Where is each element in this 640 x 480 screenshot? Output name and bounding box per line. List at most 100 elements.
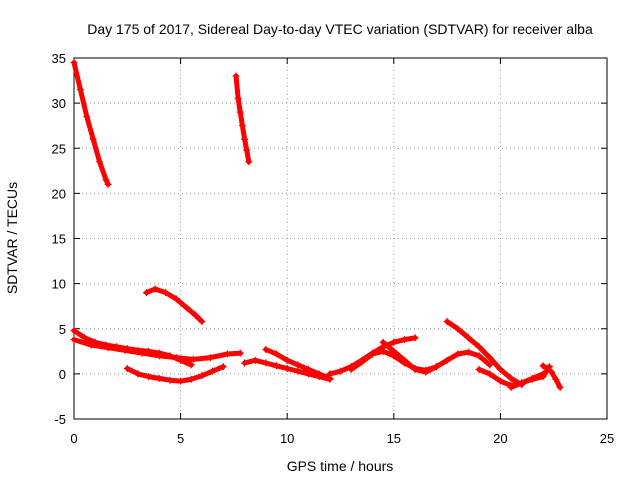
x-tick-label: 20 (493, 431, 507, 446)
data-point (475, 365, 483, 373)
data-point (454, 350, 462, 358)
data-point (70, 59, 78, 67)
series-arc-o-end (539, 362, 564, 391)
data-point (475, 352, 483, 360)
data-point (81, 334, 89, 342)
data-point (422, 368, 430, 376)
y-tick-label: -5 (54, 412, 66, 427)
data-point (528, 375, 536, 383)
data-point (379, 338, 387, 346)
data-point (243, 146, 251, 154)
series-arc-a-steep (70, 59, 112, 188)
data-point (390, 338, 398, 346)
data-point (209, 367, 217, 375)
y-tick-label: 30 (52, 96, 66, 111)
data-point (507, 374, 515, 382)
chart-title: Day 175 of 2017, Sidereal Day-to-day VTE… (87, 21, 593, 37)
data-point (294, 361, 302, 369)
data-point (245, 158, 253, 166)
data-point (123, 364, 131, 372)
data-point (548, 368, 556, 376)
data-point (104, 180, 112, 188)
data-point (305, 365, 313, 373)
x-tick-label: 0 (70, 431, 77, 446)
data-point (187, 375, 195, 383)
x-tick-label: 15 (387, 431, 401, 446)
data-point (172, 354, 180, 362)
data-point (177, 377, 185, 385)
data-point (224, 350, 232, 358)
y-axis-label: SDTVAR / TECUs (4, 182, 20, 294)
axis-ticks (73, 57, 608, 420)
data-point (273, 362, 281, 370)
y-tick-label: 5 (59, 322, 66, 337)
data-point (283, 364, 291, 372)
data-point (76, 86, 84, 94)
data-point (162, 289, 170, 297)
data-point (507, 383, 515, 391)
data-point (104, 344, 112, 352)
data-point (486, 361, 494, 369)
data-point (138, 349, 146, 357)
data-point (475, 343, 483, 351)
y-tick-label: 10 (52, 277, 66, 292)
data-point (539, 373, 547, 381)
data-point (219, 363, 227, 371)
data-point (347, 365, 355, 373)
grid (74, 58, 607, 419)
series-arc-f-dip (123, 363, 227, 385)
data-point (400, 336, 408, 344)
data-point (358, 358, 366, 366)
data-point (539, 362, 547, 370)
data-series (70, 59, 564, 391)
data-point (121, 346, 129, 354)
data-point (326, 370, 334, 378)
data-point (543, 364, 551, 372)
data-point (172, 295, 180, 303)
data-point (294, 367, 302, 375)
data-point (432, 363, 440, 371)
data-point (486, 354, 494, 362)
data-point (552, 375, 560, 383)
data-point (241, 135, 249, 143)
data-point (379, 347, 387, 355)
data-point (496, 365, 504, 373)
data-point (87, 341, 95, 349)
x-tick-label: 10 (280, 431, 294, 446)
data-point (273, 350, 281, 358)
data-point (189, 355, 197, 363)
data-point (368, 350, 376, 358)
series-arc-e-low (70, 336, 244, 363)
data-point (206, 354, 214, 362)
series-arc-c-decline (142, 285, 206, 326)
data-point (238, 122, 246, 130)
data-point (337, 367, 344, 375)
series-trace (124, 364, 226, 384)
tick-labels: 0 5 10 15 20 25 -5 0 5 10 15 20 25 30 35 (52, 51, 615, 446)
data-point (443, 318, 451, 326)
y-tick-label: 0 (59, 367, 66, 382)
data-point (486, 370, 494, 378)
data-point (556, 383, 564, 391)
y-tick-label: 15 (52, 232, 66, 247)
data-point (151, 285, 159, 293)
data-point (155, 374, 163, 382)
data-point (443, 356, 451, 364)
data-point (232, 72, 240, 80)
data-point (89, 135, 97, 143)
data-point (464, 334, 472, 342)
series-arc-b-steep (232, 72, 253, 166)
data-point (411, 334, 419, 342)
series-trace (71, 60, 111, 187)
data-point (454, 325, 462, 333)
data-point (400, 356, 408, 364)
series-arc-k-wave (379, 338, 494, 376)
data-point (262, 359, 270, 367)
data-point (236, 349, 244, 357)
data-point (241, 359, 249, 367)
data-point (198, 372, 206, 380)
y-tick-label: 20 (52, 186, 66, 201)
data-point (155, 352, 163, 360)
data-point (234, 95, 242, 103)
data-point (283, 356, 291, 364)
